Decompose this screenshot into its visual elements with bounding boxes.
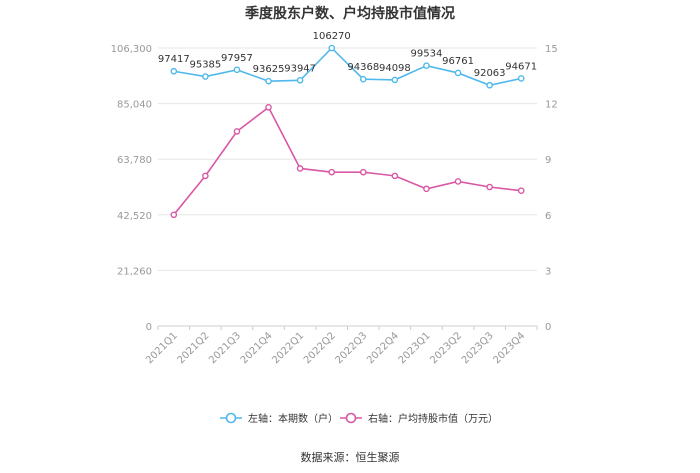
left-axis-tick-label: 42,520 — [117, 211, 152, 222]
legend[interactable]: 左轴：本期数（户） 右轴：户均持股市值（万元） — [220, 412, 498, 425]
data-point[interactable] — [296, 165, 304, 172]
data-point[interactable] — [202, 73, 209, 80]
data-point[interactable] — [233, 66, 241, 74]
data-point[interactable] — [265, 104, 272, 111]
grid — [158, 47, 537, 327]
x-axis-tick-label: 2021Q3 — [207, 330, 243, 366]
data-label: 95385 — [189, 60, 221, 71]
x-axis-tick-label: 2021Q4 — [239, 330, 275, 366]
data-point[interactable] — [391, 76, 399, 84]
x-axis-tick-label: 2022Q2 — [302, 330, 338, 366]
right-axis-tick-label: 9 — [545, 155, 551, 166]
right-axis-tick-label: 3 — [545, 266, 551, 277]
data-label: 97957 — [221, 53, 253, 64]
data-label: 93625 — [253, 64, 285, 75]
x-axis-tick-label: 2023Q1 — [397, 330, 433, 366]
data-label: 94098 — [379, 63, 411, 74]
x-axis-tick-label: 2022Q3 — [334, 330, 370, 366]
source-note: 数据来源：恒生聚源 — [301, 450, 400, 464]
data-point[interactable] — [517, 187, 525, 195]
data-point[interactable] — [233, 128, 241, 135]
data-point[interactable] — [328, 44, 336, 52]
data-point[interactable] — [170, 67, 178, 75]
data-point[interactable] — [454, 69, 462, 77]
data-label: 93947 — [284, 63, 316, 74]
x-axis-tick-label: 2022Q4 — [365, 330, 401, 366]
x-axis-tick-label: 2021Q1 — [144, 330, 180, 366]
data-point[interactable] — [359, 75, 367, 83]
data-point[interactable] — [423, 62, 430, 69]
legend-label: 右轴：户均持股市值（万元） — [368, 412, 498, 425]
data-point[interactable] — [202, 172, 209, 180]
data-point[interactable] — [486, 81, 493, 89]
x-axis-tick-label: 2021Q2 — [176, 330, 212, 366]
data-point[interactable] — [170, 211, 178, 219]
left-axis-tick-label: 85,040 — [117, 100, 152, 111]
data-point[interactable] — [328, 168, 336, 176]
legend-marker — [225, 412, 237, 424]
right-axis-tick-label: 15 — [545, 44, 558, 55]
x-axis-tick-label: 2022Q1 — [270, 330, 306, 366]
data-label: 94368 — [347, 62, 379, 73]
left-axis-tick-label: 0 — [146, 322, 152, 333]
legend-item-1[interactable]: 左轴：本期数（户） — [220, 412, 338, 425]
right-axis-tick-label: 0 — [545, 322, 551, 333]
data-point[interactable] — [517, 75, 525, 82]
data-label: 92063 — [474, 68, 506, 79]
axes: 0 0 21,260 3 42,520 6 63,780 9 85,040 12 106,300 15… — [111, 44, 558, 366]
data-point[interactable] — [454, 178, 462, 185]
right-axis-tick-label: 12 — [545, 100, 558, 111]
data-label: 99534 — [411, 49, 443, 60]
data-label: 97417 — [158, 54, 190, 65]
data-label: 94671 — [505, 61, 537, 72]
x-axis-tick-label: 2023Q2 — [428, 330, 464, 366]
x-axis-tick-label: 2023Q4 — [491, 330, 527, 366]
data-point[interactable] — [423, 185, 430, 193]
left-axis-tick-label: 63,780 — [117, 155, 152, 166]
legend-marker — [345, 412, 357, 424]
data-point[interactable] — [265, 77, 272, 85]
data-label: 96761 — [442, 56, 474, 67]
left-axis-tick-label: 106,300 — [111, 44, 152, 55]
x-axis-tick-label: 2023Q3 — [460, 330, 496, 366]
legend-item-2[interactable]: 右轴：户均持股市值（万元） — [340, 412, 498, 425]
data-label: 106270 — [313, 31, 351, 42]
data-point[interactable] — [359, 168, 367, 176]
data-point[interactable] — [486, 183, 493, 191]
series-layer — [170, 44, 525, 219]
data-point[interactable] — [391, 172, 399, 180]
left-axis-tick-label: 21,260 — [117, 266, 152, 277]
right-axis-tick-label: 6 — [545, 211, 551, 222]
series-line-2 — [173, 106, 522, 216]
data-point[interactable] — [296, 77, 304, 84]
series-line-1 — [173, 46, 522, 87]
legend-label: 左轴：本期数（户） — [248, 412, 338, 425]
chart-title: 季度股东户数、户均持股市值情况 — [244, 5, 455, 22]
